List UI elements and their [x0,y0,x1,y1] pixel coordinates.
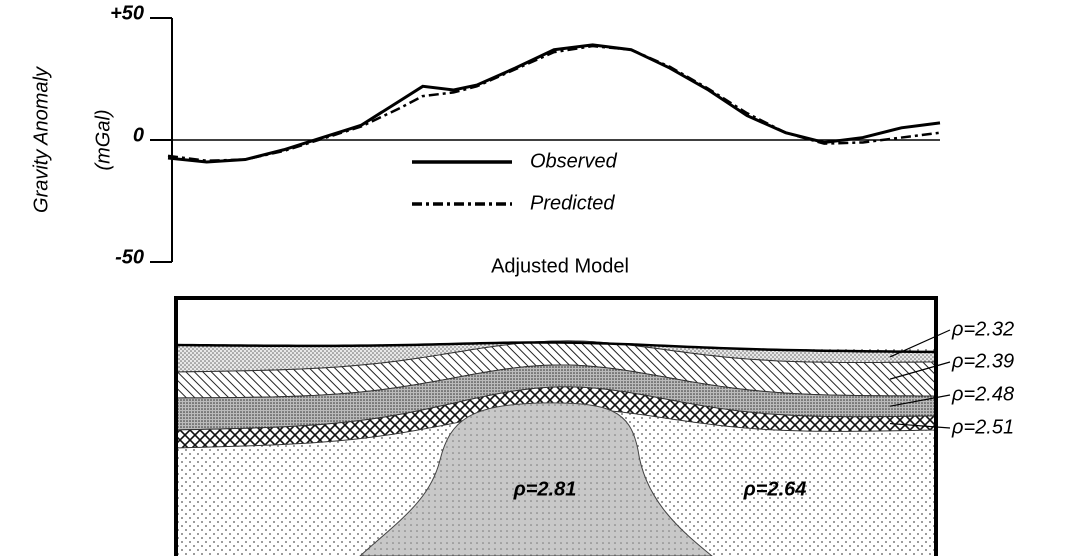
density-label: ρ=2.32 [951,318,1014,340]
series-line [167,44,941,162]
model-title: Adjusted Model [491,255,629,277]
leader-line [889,422,951,429]
model-frame [174,296,938,556]
y-axis-label: Gravity Anomaly [30,66,52,213]
density-label: ρ=2.39 [951,350,1014,372]
y-tick-label: -50 [115,246,144,268]
gravity-chart: +50 0 -50 Gravity Anomaly (mGal) Observed Pred… [30,2,941,268]
density-label: ρ=2.48 [951,383,1014,405]
model-surface [175,341,937,354]
y-axis-unit: (mGal) [92,109,114,170]
basement-label: ρ=2.64 [743,478,807,500]
legend-label: Predicted [530,192,615,214]
leader-line [889,361,951,380]
y-tick-label: 0 [133,124,144,146]
density-label: ρ=2.51 [951,416,1014,438]
model: Adjusted Model ρ=2.32 ρ=2.39 ρ=2.48 ρ=2.51 ρ=… [174,255,1014,556]
body-label: ρ=2.81 [513,478,577,500]
leader-line [889,394,951,407]
leader-line [889,329,951,358]
model-top [176,298,936,348]
y-tick-label: +50 [110,2,144,24]
model-body [359,402,713,556]
legend-label: Observed [530,150,618,172]
